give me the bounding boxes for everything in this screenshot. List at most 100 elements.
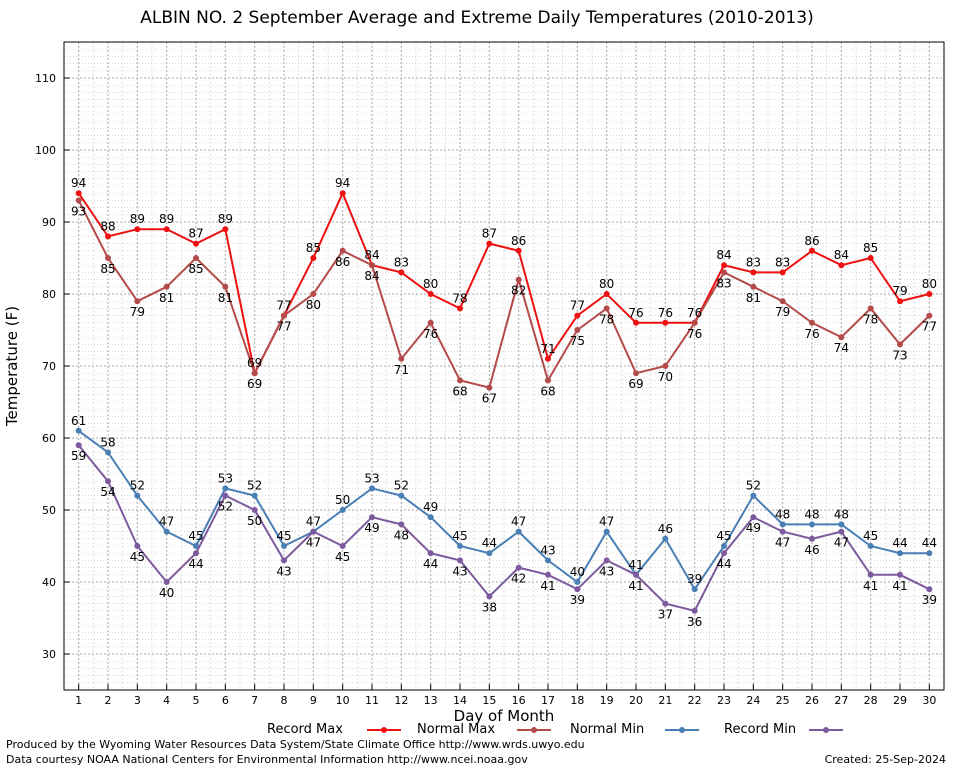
data-point <box>251 370 258 377</box>
x-tick-label: 11 <box>365 694 379 707</box>
data-label: 41 <box>892 579 907 593</box>
data-label: 47 <box>834 536 849 550</box>
data-label: 45 <box>452 529 467 543</box>
data-point <box>457 305 463 312</box>
data-point <box>633 571 639 578</box>
data-label: 50 <box>335 493 350 507</box>
data-point <box>398 521 405 528</box>
data-point <box>779 528 786 535</box>
data-label: 54 <box>100 485 115 499</box>
legend-label: Normal Max <box>417 722 496 737</box>
data-point <box>574 312 581 319</box>
data-label: 71 <box>394 363 409 377</box>
data-label: 84 <box>364 269 379 283</box>
data-point <box>193 255 199 261</box>
data-label: 48 <box>775 507 790 521</box>
data-label: 44 <box>892 536 907 550</box>
x-tick-label: 20 <box>629 694 643 707</box>
data-label: 41 <box>628 579 643 593</box>
legend-swatch <box>367 727 401 733</box>
x-tick-label: 29 <box>893 694 907 707</box>
x-tick-label: 4 <box>163 694 170 707</box>
data-label: 44 <box>922 536 937 550</box>
data-point <box>222 283 229 290</box>
data-label: 53 <box>364 471 379 485</box>
data-label: 61 <box>71 414 86 428</box>
data-point <box>515 528 522 535</box>
data-label: 73 <box>892 348 907 362</box>
data-point <box>339 507 346 513</box>
data-point <box>897 298 903 305</box>
data-label: 52 <box>218 500 233 514</box>
series-normal-min <box>75 427 933 593</box>
x-tick-label: 19 <box>600 694 614 707</box>
series-record-min <box>75 442 933 614</box>
data-point <box>603 305 610 312</box>
data-label: 70 <box>658 370 673 384</box>
x-tick-label: 22 <box>688 694 702 707</box>
data-point <box>515 276 522 283</box>
data-point <box>486 593 493 600</box>
data-point <box>809 535 815 542</box>
data-point <box>398 269 405 276</box>
x-tick-label: 16 <box>512 694 526 707</box>
data-point <box>105 233 111 240</box>
data-point <box>427 550 434 557</box>
data-point <box>193 550 199 557</box>
data-label: 44 <box>482 536 497 550</box>
data-point <box>75 190 82 197</box>
data-label: 52 <box>394 479 409 493</box>
data-point <box>163 226 170 233</box>
x-tick-label: 17 <box>541 694 555 707</box>
data-point <box>603 291 610 297</box>
data-label: 47 <box>511 515 526 529</box>
data-label: 81 <box>218 291 233 305</box>
data-label: 89 <box>130 212 145 226</box>
data-point <box>339 543 346 549</box>
data-label: 53 <box>218 471 233 485</box>
data-labels: 94 88 89 89 87 89 69 77 85 94 84 83 80 78 87 86 71 77 80 76… <box>71 176 937 629</box>
legend-swatch <box>517 727 551 733</box>
data-label: 45 <box>863 529 878 543</box>
data-label: 76 <box>687 306 702 320</box>
data-point <box>281 312 287 319</box>
data-label: 40 <box>159 586 174 600</box>
series-line <box>78 429 930 592</box>
data-label: 44 <box>716 557 731 571</box>
data-point <box>897 341 903 348</box>
data-point <box>545 557 551 564</box>
data-label: 86 <box>335 255 350 269</box>
data-point <box>369 485 375 492</box>
x-tick-label: 10 <box>336 694 350 707</box>
x-tick-label: 6 <box>222 694 229 707</box>
data-point <box>779 521 786 528</box>
data-label: 41 <box>863 579 878 593</box>
data-point <box>926 291 933 297</box>
data-label: 49 <box>364 521 379 535</box>
y-tick-label: 40 <box>42 576 56 589</box>
y-axis-label: Temperature (F) <box>3 306 21 427</box>
data-point <box>75 427 82 434</box>
data-point <box>339 190 346 197</box>
y-tick-label: 30 <box>42 648 56 661</box>
data-point <box>457 557 463 564</box>
data-label: 39 <box>570 593 585 607</box>
data-label: 46 <box>804 543 819 557</box>
data-label: 80 <box>599 277 614 291</box>
data-point <box>457 377 463 384</box>
data-label: 93 <box>71 204 86 218</box>
data-point <box>398 492 405 499</box>
data-label: 41 <box>628 558 643 572</box>
y-tick-label: 50 <box>42 504 56 517</box>
data-label: 78 <box>599 312 614 326</box>
data-point <box>222 485 229 492</box>
data-label: 39 <box>922 593 937 607</box>
data-label: 49 <box>746 521 761 535</box>
data-point <box>515 564 522 571</box>
data-point <box>134 543 141 549</box>
data-point <box>251 492 258 499</box>
data-label: 50 <box>247 514 262 528</box>
footer-produced-by: Produced by the Wyoming Water Resources … <box>6 738 585 751</box>
data-label: 83 <box>746 255 761 269</box>
